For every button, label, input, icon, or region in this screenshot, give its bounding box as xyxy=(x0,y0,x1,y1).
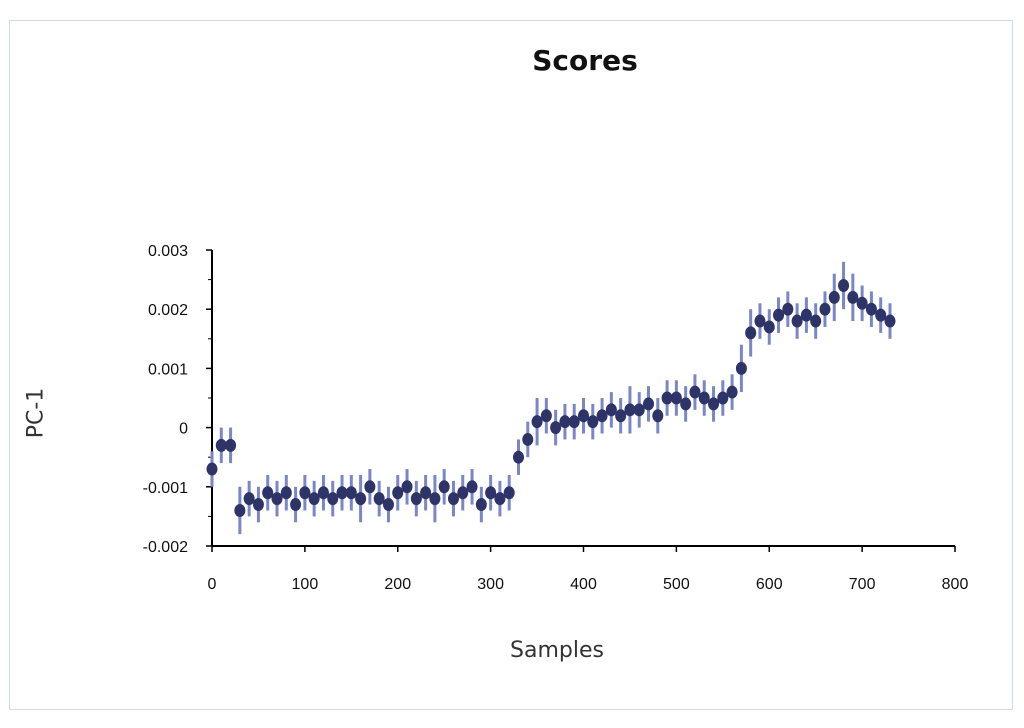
data-point xyxy=(810,314,822,328)
data-point xyxy=(429,492,441,506)
y-tick-label: 0.002 xyxy=(148,302,188,319)
x-axis-ticks: 0 100 200 300 400 500 600 700 800 xyxy=(208,546,969,593)
data-point xyxy=(708,397,720,411)
data-point xyxy=(447,492,459,506)
data-point xyxy=(262,486,274,500)
x-tick-label: 0 xyxy=(208,576,217,593)
data-point xyxy=(466,480,478,494)
data-point xyxy=(689,385,701,399)
data-point xyxy=(485,486,497,500)
data-point xyxy=(206,462,218,476)
data-point xyxy=(578,409,589,423)
data-point xyxy=(225,438,237,452)
data-point xyxy=(280,486,292,500)
data-point xyxy=(299,486,311,500)
data-point xyxy=(355,492,367,506)
x-axis-label: Samples xyxy=(510,638,604,663)
data-point xyxy=(568,415,580,429)
y-tick-label: -0.002 xyxy=(143,539,188,556)
data-point xyxy=(364,480,376,494)
y-tick-label: 0 xyxy=(179,421,188,438)
data-point xyxy=(336,486,348,500)
data-point xyxy=(884,314,896,328)
data-point xyxy=(726,385,738,399)
data-point xyxy=(800,308,812,322)
data-point xyxy=(782,302,794,316)
x-tick-label: 400 xyxy=(570,576,597,593)
data-point xyxy=(745,326,757,340)
data-point xyxy=(522,432,534,446)
data-point xyxy=(420,486,432,500)
data-point xyxy=(382,498,394,512)
x-tick-label: 100 xyxy=(292,576,319,593)
data-point xyxy=(373,492,385,506)
data-point xyxy=(271,492,283,506)
data-point xyxy=(215,438,227,452)
y-tick-label: 0.003 xyxy=(148,243,188,260)
data-point xyxy=(475,498,487,512)
data-point xyxy=(856,296,868,310)
data-point xyxy=(670,391,682,405)
data-point xyxy=(503,486,515,500)
data-point xyxy=(643,397,655,411)
data-point xyxy=(392,486,404,500)
data-point xyxy=(754,314,766,328)
data-point xyxy=(327,492,339,506)
data-point xyxy=(615,409,627,423)
data-point xyxy=(735,361,747,375)
data-point xyxy=(243,492,255,506)
data-point xyxy=(438,480,450,494)
y-axis-ticks: 0.003 0.002 0.001 0 -0.001 -0.002 xyxy=(143,243,212,556)
x-tick-label: 300 xyxy=(477,576,504,593)
data-point xyxy=(633,403,645,417)
data-point xyxy=(308,492,320,506)
data-point xyxy=(773,308,785,322)
data-point xyxy=(587,415,599,429)
data-point xyxy=(540,409,552,423)
chart-title: Scores xyxy=(532,44,638,77)
data-point xyxy=(698,391,710,405)
data-point xyxy=(290,498,302,512)
data-point xyxy=(791,314,803,328)
data-points xyxy=(206,279,896,517)
y-tick-label: 0.001 xyxy=(148,361,188,378)
x-tick-label: 500 xyxy=(663,576,690,593)
data-point xyxy=(234,503,246,517)
data-point xyxy=(512,450,524,464)
data-point xyxy=(865,302,877,316)
data-point xyxy=(652,409,664,423)
data-point xyxy=(596,409,608,423)
data-point xyxy=(847,290,859,304)
data-point xyxy=(410,492,422,506)
data-point xyxy=(875,308,887,322)
data-point xyxy=(661,391,673,405)
data-point xyxy=(494,492,506,506)
x-tick-label: 200 xyxy=(384,576,411,593)
data-point xyxy=(828,290,840,304)
data-point xyxy=(401,480,413,494)
data-point xyxy=(838,279,850,293)
x-tick-label: 600 xyxy=(756,576,783,593)
chart-frame xyxy=(9,20,1013,710)
data-point xyxy=(763,320,775,334)
x-tick-label: 800 xyxy=(942,576,969,593)
data-point xyxy=(605,403,617,417)
x-tick-label: 700 xyxy=(849,576,876,593)
data-point xyxy=(531,415,543,429)
data-point xyxy=(317,486,329,500)
data-point xyxy=(624,403,636,417)
data-point xyxy=(819,302,831,316)
y-tick-label: -0.001 xyxy=(143,480,188,497)
data-point xyxy=(252,498,264,512)
data-point xyxy=(717,391,729,405)
data-point xyxy=(680,397,692,411)
data-point xyxy=(550,421,562,435)
data-point xyxy=(345,486,357,500)
data-point xyxy=(457,486,469,500)
data-point xyxy=(559,415,571,429)
